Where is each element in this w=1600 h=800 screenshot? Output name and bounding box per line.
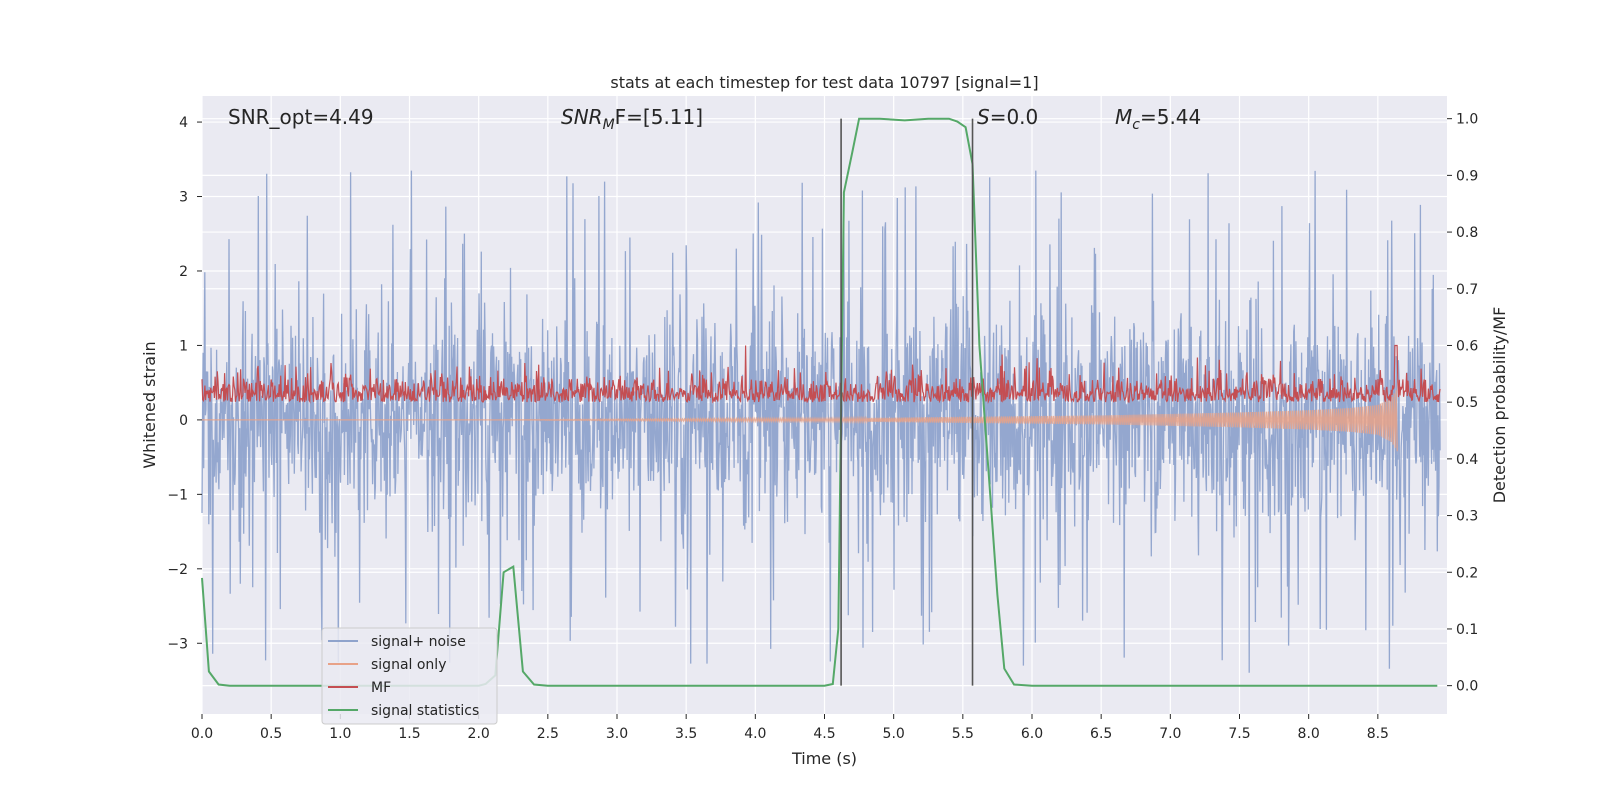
series-mf (201, 344, 1441, 404)
y2-tick-label-7: 0.3 (1456, 509, 1478, 525)
x-tick-label-10: 5.0 (883, 726, 905, 742)
legend-label-signal-noise: signal+ noise (371, 634, 466, 650)
y2-tick-label-5: 0.5 (1456, 395, 1478, 411)
x-tick-label-11: 5.5 (952, 726, 974, 742)
mc-value: =5.44 (1140, 105, 1201, 129)
legend-label-mf: MF (371, 680, 391, 696)
mc-subscript: c (1132, 117, 1140, 133)
x-tick-label-0: 0.0 (191, 726, 213, 742)
x-tick-label-2: 1.0 (329, 726, 351, 742)
y2-tick-label-4: 0.6 (1456, 338, 1478, 354)
legend-box (321, 627, 498, 725)
x-tick-label-14: 7.0 (1159, 726, 1181, 742)
x-tick-label-13: 6.5 (1090, 726, 1112, 742)
x-tick-label-15: 7.5 (1228, 726, 1250, 742)
x-axis-label: Time (s) (791, 749, 857, 768)
x-tick-label-6: 3.0 (606, 726, 628, 742)
y-tick-label-4: 0 (179, 413, 188, 429)
y-tick-label-0: 4 (179, 115, 188, 131)
y2-tick-label-10: 0.0 (1456, 679, 1478, 695)
mc-annotation: Mc=5.44 (1115, 105, 1201, 133)
y-axis-label: Whitened strain (140, 341, 159, 468)
vertical-markers (840, 118, 974, 686)
s-label: S (977, 105, 990, 129)
y-tick-labels: 4 3 2 1 0 −1 −2 −3 (167, 115, 202, 652)
y2-tick-labels: 1.0 0.9 0.8 0.7 0.6 0.5 0.4 0.3 0.2 0.1 0.0 (1447, 112, 1478, 695)
y2-tick-label-1: 0.9 (1456, 168, 1478, 184)
y2-tick-label-0: 1.0 (1456, 112, 1478, 128)
series-signal-noise (201, 170, 1441, 673)
y2-tick-label-3: 0.7 (1456, 282, 1478, 298)
x-tick-labels: 0.0 0.5 1.0 1.5 2.0 2.5 3.0 3.5 4.0 4.5 5.0 5.5 6.0 6… (191, 714, 1389, 742)
x-tick-label-16: 8.0 (1298, 726, 1320, 742)
y-tick-label-6: −2 (167, 562, 188, 578)
y2-tick-label-8: 0.2 (1456, 565, 1478, 581)
mc-base: M (1115, 105, 1132, 129)
snr-mf-base: SNR (561, 105, 603, 129)
snr-mf-subscript: M (603, 117, 615, 133)
s-value: =0.0 (990, 105, 1039, 129)
s-annotation: S=0.0 (977, 105, 1038, 129)
y2-tick-label-2: 0.8 (1456, 225, 1478, 241)
x-tick-label-9: 4.5 (813, 726, 835, 742)
x-tick-label-3: 1.5 (398, 726, 420, 742)
x-tick-label-17: 8.5 (1367, 726, 1389, 742)
chart-title: stats at each timestep for test data 107… (610, 73, 1038, 92)
x-tick-label-7: 3.5 (675, 726, 697, 742)
y2-tick-label-6: 0.4 (1456, 452, 1478, 468)
snr-mf-annotation: SNRMF=[5.11] (561, 105, 703, 133)
y-tick-label-2: 2 (179, 264, 188, 280)
y2-axis-label: Detection probability/MF (1490, 307, 1509, 504)
x-tick-label-1: 0.5 (260, 726, 282, 742)
legend: signal+ noise signal only MF signal stat… (321, 627, 498, 725)
y-tick-label-7: −3 (167, 636, 188, 652)
y2-tick-label-9: 0.1 (1456, 622, 1478, 638)
x-tick-label-4: 2.0 (468, 726, 490, 742)
y-tick-label-5: −1 (167, 487, 188, 503)
x-tick-label-12: 6.0 (1021, 726, 1043, 742)
legend-label-signal-statistics: signal statistics (371, 703, 479, 719)
y-tick-label-1: 3 (179, 190, 188, 206)
y-tick-label-3: 1 (179, 338, 188, 354)
snr-mf-rest: F=[5.11] (615, 105, 703, 129)
series-signal-only (202, 390, 1398, 452)
x-tick-label-5: 2.5 (537, 726, 559, 742)
snr-opt-annotation: SNR_opt=4.49 (228, 105, 374, 129)
x-tick-label-8: 4.0 (744, 726, 766, 742)
legend-label-signal-only: signal only (371, 657, 446, 673)
